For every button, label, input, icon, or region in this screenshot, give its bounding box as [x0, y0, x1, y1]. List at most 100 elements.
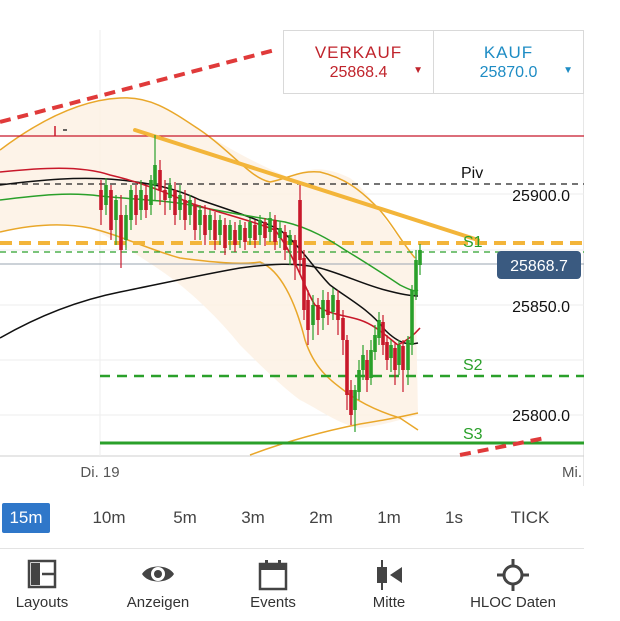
current-price-tag-text: 25868.7 — [510, 258, 568, 275]
candle-body — [149, 180, 153, 205]
candle-body — [336, 300, 340, 320]
candle-body — [173, 190, 177, 215]
candle-body — [381, 322, 385, 345]
crosshair-icon — [497, 559, 529, 591]
nav-hloc-label: HLOC Daten — [470, 594, 556, 611]
candle-body — [208, 215, 212, 230]
candle-body — [302, 258, 306, 310]
candle-body — [353, 390, 357, 410]
timeframe-2m[interactable]: 2m — [309, 508, 333, 527]
nav-anzeigen[interactable]: Anzeigen — [103, 549, 213, 619]
candle-body — [203, 215, 207, 235]
candle-body — [218, 220, 222, 235]
buy-label: KAUF — [483, 43, 534, 62]
calendar-icon — [258, 560, 288, 591]
candle-body — [119, 215, 123, 250]
y-axis-label-25800: 25800.0 — [512, 408, 570, 425]
center-icon — [377, 560, 402, 590]
x-axis-label-mi: Mi. — [562, 464, 582, 481]
pivot-label-s1: S1 — [463, 234, 483, 251]
candle-body — [273, 220, 277, 242]
timeframe-1s[interactable]: 1s — [445, 508, 463, 527]
candle-body — [253, 225, 257, 240]
candle-body — [158, 170, 162, 190]
candle-body — [263, 222, 267, 238]
pivot-label-piv: Piv — [461, 165, 483, 182]
nav-hloc[interactable]: HLOC Daten — [458, 549, 568, 619]
quote-panel: VERKAUF 25868.4 ▼ KAUF 25870.0 ▼ — [283, 30, 584, 94]
candle-body — [233, 230, 237, 245]
candle-body — [345, 340, 349, 395]
nav-events-label: Events — [250, 594, 296, 611]
candle-body — [369, 350, 373, 378]
candle-body — [223, 225, 227, 248]
buy-price: 25870.0 — [479, 64, 538, 81]
nav-mitte-label: Mitte — [372, 594, 406, 611]
timeframe-tick[interactable]: TICK — [510, 508, 550, 527]
candle-body — [193, 205, 197, 230]
screen-right-margin — [584, 0, 620, 620]
timeframe-1m[interactable]: 1m — [377, 508, 401, 527]
candle-body — [238, 225, 242, 240]
candle-body — [163, 190, 167, 200]
bollinger-band-fill — [0, 97, 418, 428]
timeframe-15m[interactable]: 15m — [2, 503, 50, 533]
bottom-nav: Layouts Anzeigen Events Mitte — [0, 548, 584, 621]
red-trend-top — [0, 48, 276, 124]
candle-body — [134, 195, 138, 215]
candle-body — [183, 200, 187, 220]
candle-body — [373, 335, 377, 352]
timeframe-selector: 15m 10m 5m 3m 2m 1m 1s TICK — [0, 500, 584, 538]
candle-body — [99, 190, 103, 210]
nav-mitte[interactable]: Mitte — [334, 549, 444, 619]
layouts-icon — [27, 559, 57, 589]
y-axis-label-25900: 25900.0 — [512, 188, 570, 205]
candle-body — [228, 225, 232, 240]
candle-body — [377, 320, 381, 338]
candle-body — [114, 200, 118, 220]
candle-body — [357, 370, 361, 392]
candle-body — [188, 200, 192, 215]
candle-body — [414, 260, 418, 295]
candle-body — [213, 220, 217, 240]
candle-body — [283, 232, 287, 250]
candle-body — [139, 190, 143, 210]
candle-body — [306, 300, 310, 330]
nav-layouts[interactable]: Layouts — [0, 549, 97, 619]
x-axis-label-di: Di. 19 — [80, 464, 119, 481]
buy-caret-icon: ▼ — [563, 65, 573, 76]
candle-body — [316, 305, 320, 320]
timeframe-5m[interactable]: 5m — [173, 508, 197, 527]
candle-body — [341, 318, 345, 340]
candle-body — [321, 300, 325, 318]
timeframe-3m[interactable]: 3m — [241, 508, 265, 527]
buy-button[interactable]: KAUF 25870.0 ▼ — [433, 31, 583, 93]
candle-body — [178, 195, 182, 210]
candle-body — [258, 220, 262, 235]
candle-body — [168, 185, 172, 198]
timeframe-10m[interactable]: 10m — [92, 508, 126, 527]
chart-canvas[interactable]: Piv S1 S2 S3 25900.0 25850.0 25800.0 258… — [0, 30, 584, 486]
red-trend-bottom — [459, 436, 546, 457]
candle-body — [410, 290, 414, 345]
candle-body — [144, 195, 148, 210]
candle-body — [293, 240, 297, 265]
pivot-label-s2: S2 — [463, 357, 483, 374]
candle-body — [365, 360, 369, 380]
nav-events[interactable]: Events — [218, 549, 328, 619]
sell-price: 25868.4 — [329, 64, 388, 81]
candle-body — [397, 345, 401, 365]
yellow-trendline — [133, 128, 480, 242]
candle-body — [109, 190, 113, 230]
candle-body — [104, 185, 108, 205]
candle-body — [278, 228, 282, 238]
pivot-label-s3: S3 — [463, 426, 483, 443]
price-chart[interactable]: Piv S1 S2 S3 25900.0 25850.0 25800.0 258… — [0, 30, 584, 486]
candle-body — [248, 222, 252, 238]
candles — [99, 135, 422, 432]
sell-button[interactable]: VERKAUF 25868.4 ▼ — [284, 31, 433, 93]
candle-body — [385, 342, 389, 360]
candle-body — [129, 190, 133, 220]
ma-black — [0, 263, 419, 339]
candle-body — [124, 215, 128, 240]
